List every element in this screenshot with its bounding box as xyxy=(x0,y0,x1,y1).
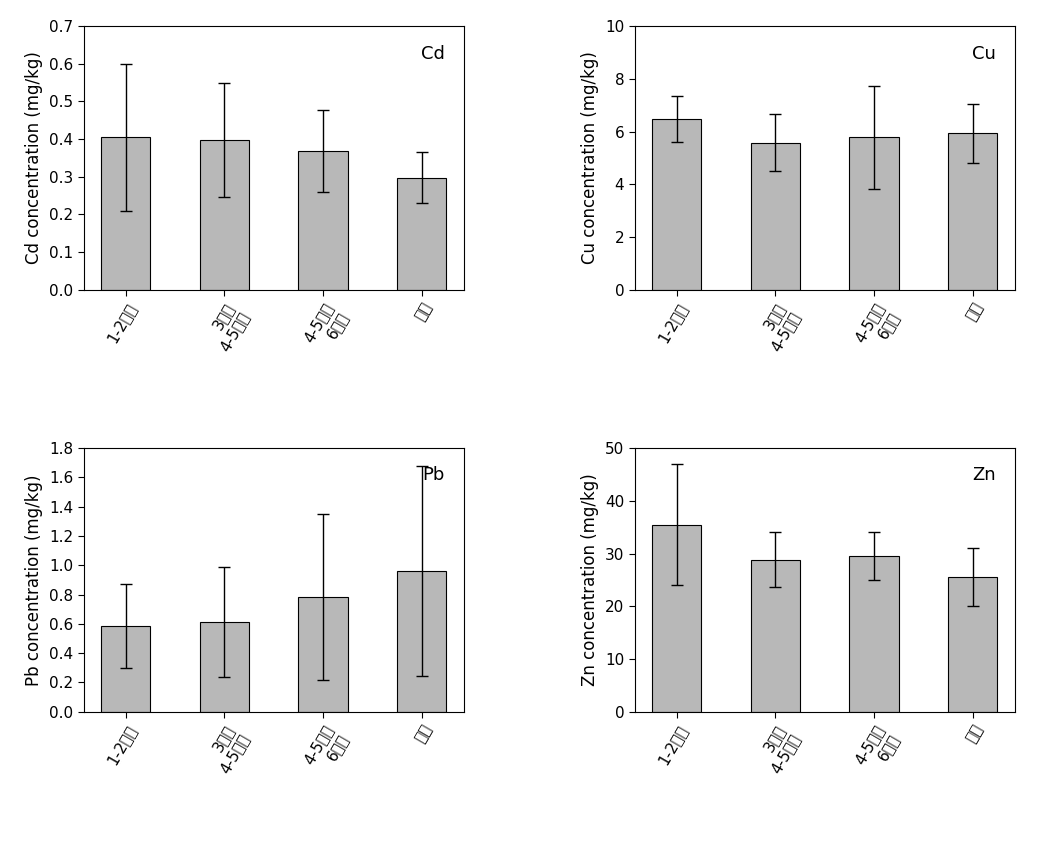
Text: Zn: Zn xyxy=(972,466,996,484)
Y-axis label: Zn concentration (mg/kg): Zn concentration (mg/kg) xyxy=(582,474,599,687)
Bar xyxy=(101,626,151,712)
Y-axis label: Cd concentration (mg/kg): Cd concentration (mg/kg) xyxy=(25,51,44,265)
Y-axis label: Cu concentration (mg/kg): Cu concentration (mg/kg) xyxy=(582,51,599,265)
Bar xyxy=(751,560,800,712)
Text: Cu: Cu xyxy=(972,44,996,62)
Bar xyxy=(948,134,997,290)
Bar xyxy=(298,596,347,712)
Bar xyxy=(397,571,447,712)
Text: Cd: Cd xyxy=(420,44,445,62)
Bar xyxy=(849,556,899,712)
Bar xyxy=(101,137,151,290)
Bar xyxy=(652,524,701,712)
Bar xyxy=(397,178,447,290)
Bar xyxy=(751,142,800,290)
Bar xyxy=(298,151,347,290)
Y-axis label: Pb concentration (mg/kg): Pb concentration (mg/kg) xyxy=(25,474,44,686)
Bar xyxy=(948,577,997,712)
Bar xyxy=(200,621,249,712)
Bar xyxy=(849,137,899,290)
Bar xyxy=(652,119,701,290)
Bar xyxy=(200,140,249,290)
Text: Pb: Pb xyxy=(423,466,445,484)
